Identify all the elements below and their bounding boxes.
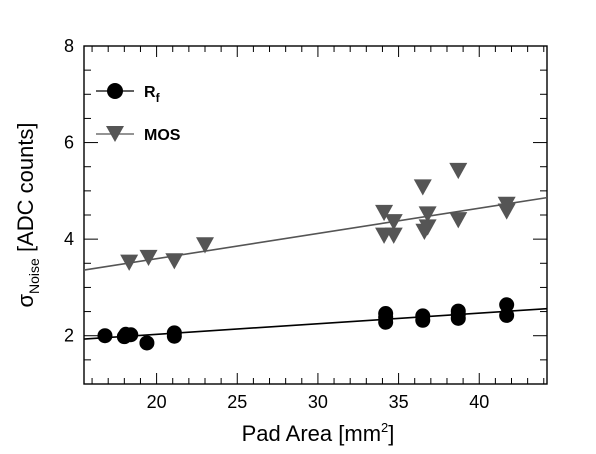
data-point-mos xyxy=(449,162,468,180)
legend-marker-rf xyxy=(107,83,123,99)
legend-marker-mos xyxy=(106,126,124,142)
data-point-mos xyxy=(120,254,139,271)
x-tick-label: 25 xyxy=(227,392,247,412)
legend-label-mos: MOS xyxy=(144,127,181,144)
tick-labels: 20 25 30 35 40 2 4 6 8 xyxy=(64,36,489,412)
y-tick-label: 4 xyxy=(64,229,74,249)
data-point-mos xyxy=(375,204,394,222)
x-tick-label: 20 xyxy=(147,392,167,412)
data-point-mos xyxy=(384,227,403,244)
fit-line-rf xyxy=(83,307,548,340)
x-tick-label: 35 xyxy=(389,392,409,412)
data-point-mos xyxy=(418,219,437,236)
data-point-mos xyxy=(497,203,516,220)
data-point-mos xyxy=(384,214,403,231)
y-tick-label: 6 xyxy=(64,133,74,153)
data-point-rf xyxy=(450,303,466,319)
legend: Rf MOS xyxy=(96,83,181,144)
data-point-rf xyxy=(123,327,139,343)
data-point-mos xyxy=(195,237,214,254)
data-point-rf xyxy=(499,297,515,313)
data-point-rf xyxy=(166,325,182,341)
x-tick-label: 40 xyxy=(469,392,489,412)
data-points xyxy=(97,162,516,351)
legend-label-rf: Rf xyxy=(144,84,161,105)
data-point-mos xyxy=(413,179,432,196)
fit-lines xyxy=(83,196,548,340)
data-point-rf xyxy=(499,307,515,323)
data-point-rf xyxy=(415,308,431,324)
axis-ticks xyxy=(84,45,547,385)
data-point-rf xyxy=(139,335,155,351)
data-point-mos xyxy=(449,212,468,229)
y-axis-title: σNoise [ADC counts] xyxy=(13,122,42,307)
x-axis-title: Pad Area [mm2] xyxy=(242,420,395,446)
data-point-mos xyxy=(165,253,184,270)
y-tick-label: 2 xyxy=(64,326,74,346)
y-tick-label: 8 xyxy=(64,36,74,56)
data-point-rf xyxy=(97,328,113,344)
data-point-mos xyxy=(139,249,158,267)
data-point-mos xyxy=(418,206,437,223)
fit-line-mos xyxy=(83,196,548,271)
data-point-rf xyxy=(378,306,394,322)
x-tick-label: 30 xyxy=(308,392,328,412)
